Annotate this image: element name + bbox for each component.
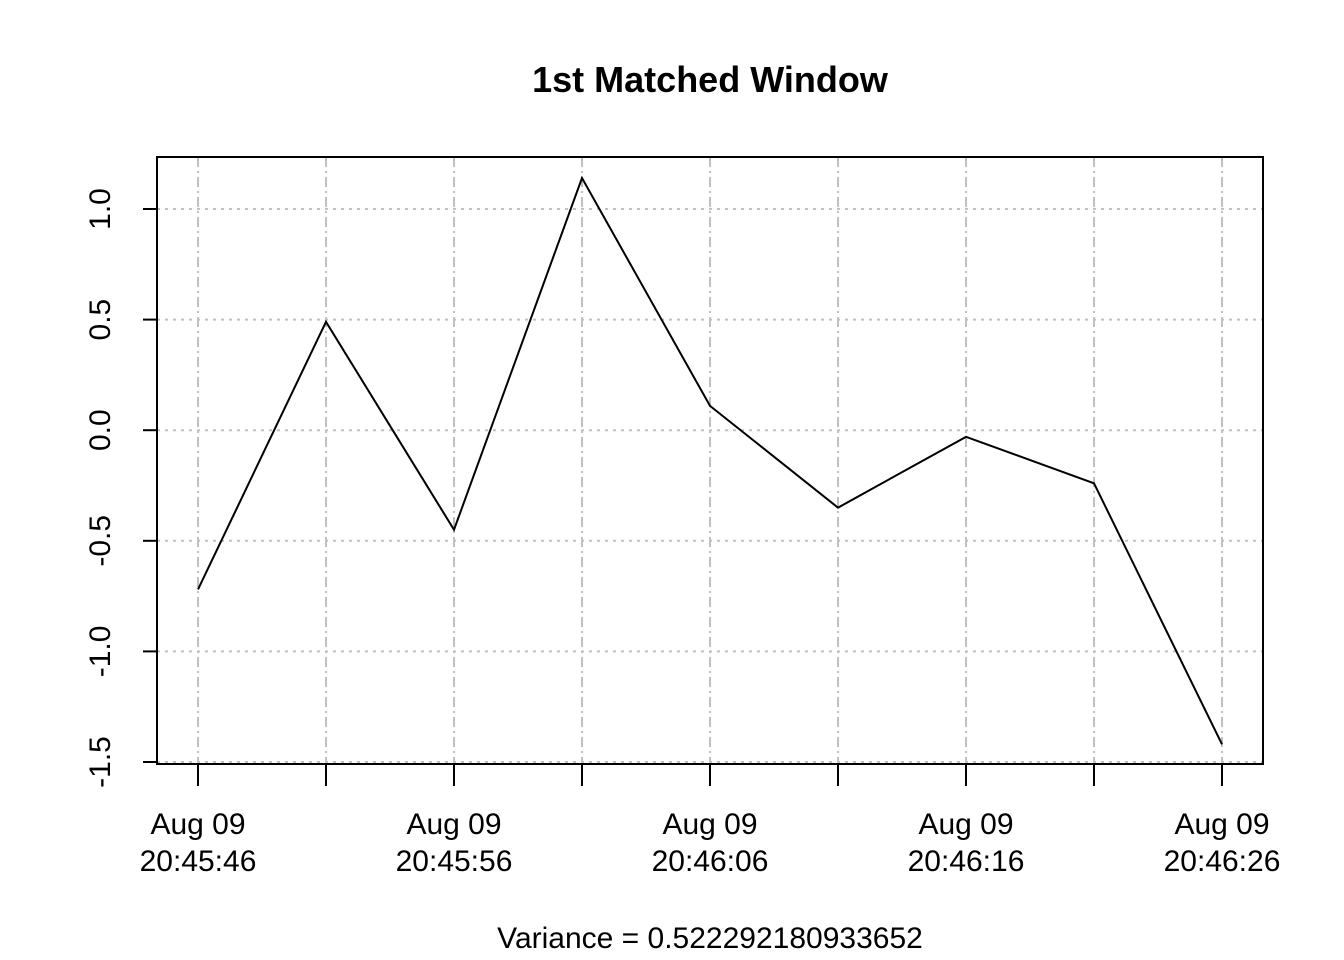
x-tick-label-time: 20:46:26 [1164, 845, 1281, 878]
x-tick-label-time: 20:45:56 [396, 845, 513, 878]
x-tick-label-date: Aug 09 [150, 808, 245, 841]
y-tick-label: 0.0 [84, 409, 117, 451]
x-tick-label-time: 20:45:46 [140, 845, 257, 878]
x-tick-label-date: Aug 09 [662, 808, 757, 841]
x-axis: Aug 09 20:45:46 Aug 09 20:45:56 Aug 09 20:46:… [140, 764, 1281, 878]
y-tick-label: 0.5 [84, 299, 117, 341]
x-tick-label-time: 20:46:06 [652, 845, 769, 878]
y-axis: -1.5 -1.0 -0.5 0.0 0.5 1.0 [84, 188, 157, 788]
y-tick-label: -1.5 [84, 736, 117, 788]
x-tick-label-time: 20:46:16 [908, 845, 1025, 878]
y-tick-label: -0.5 [84, 515, 117, 567]
x-tick-label-date: Aug 09 [1174, 808, 1269, 841]
series-line [197, 175, 1223, 745]
grid [157, 157, 1263, 764]
x-tick-label-date: Aug 09 [918, 808, 1013, 841]
y-tick-label: 1.0 [84, 188, 117, 230]
series-group [197, 175, 1223, 745]
chart-title: 1st Matched Window [532, 59, 889, 100]
x-tick-label-date: Aug 09 [406, 808, 501, 841]
y-tick-label: -1.0 [84, 626, 117, 678]
x-axis-label: Variance = 0.522292180933652 [497, 922, 923, 955]
